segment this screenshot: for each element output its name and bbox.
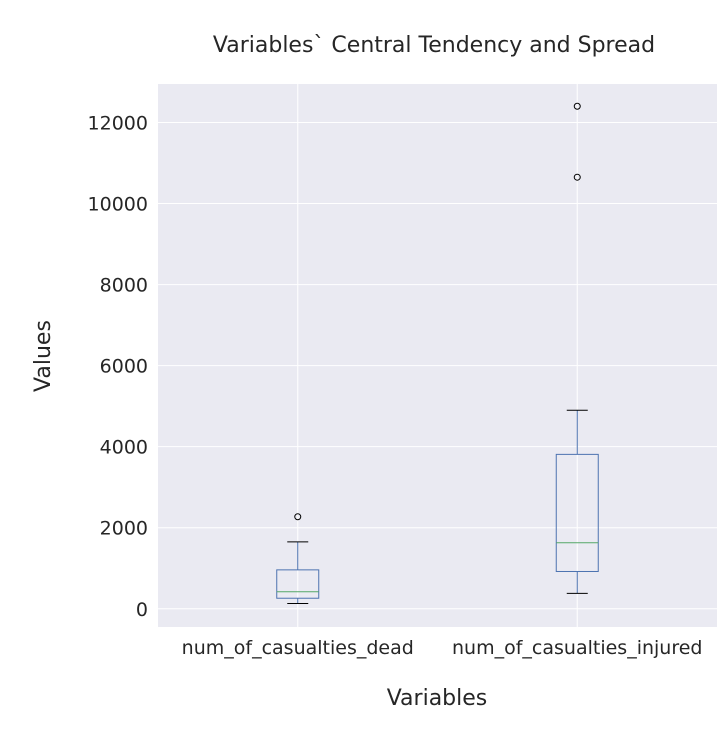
y-tick-label: 6000 (100, 356, 148, 378)
y-tick-label: 8000 (100, 275, 148, 297)
y-axis-ticks: 0 2000 4000 6000 8000 10000 12000 (88, 112, 148, 620)
x-axis-ticks: num_of_casualties_dead num_of_casualties_… (182, 637, 703, 659)
y-axis-label: Values (31, 320, 56, 392)
x-axis-label: Variables (387, 686, 488, 711)
box-iqr (555, 453, 599, 572)
outlier-point (573, 173, 581, 181)
y-tick-label: 4000 (100, 437, 148, 459)
outlier-point (294, 513, 302, 521)
outlier-point (573, 102, 581, 110)
box-iqr (276, 569, 320, 599)
plot-area (158, 84, 717, 627)
y-tick-label: 10000 (88, 194, 148, 216)
x-tick-label: num_of_casualties_injured (452, 637, 702, 659)
y-tick-label: 12000 (88, 112, 148, 134)
y-tick-label: 0 (136, 599, 148, 621)
box-num_of_casualties_dead (276, 513, 320, 604)
boxes (276, 102, 599, 604)
grid-lines (158, 84, 717, 627)
box-num_of_casualties_injured (555, 102, 599, 594)
y-tick-label: 2000 (100, 518, 148, 540)
x-tick-label: num_of_casualties_dead (182, 637, 414, 659)
chart-title: Variables` Central Tendency and Spread (213, 33, 655, 58)
